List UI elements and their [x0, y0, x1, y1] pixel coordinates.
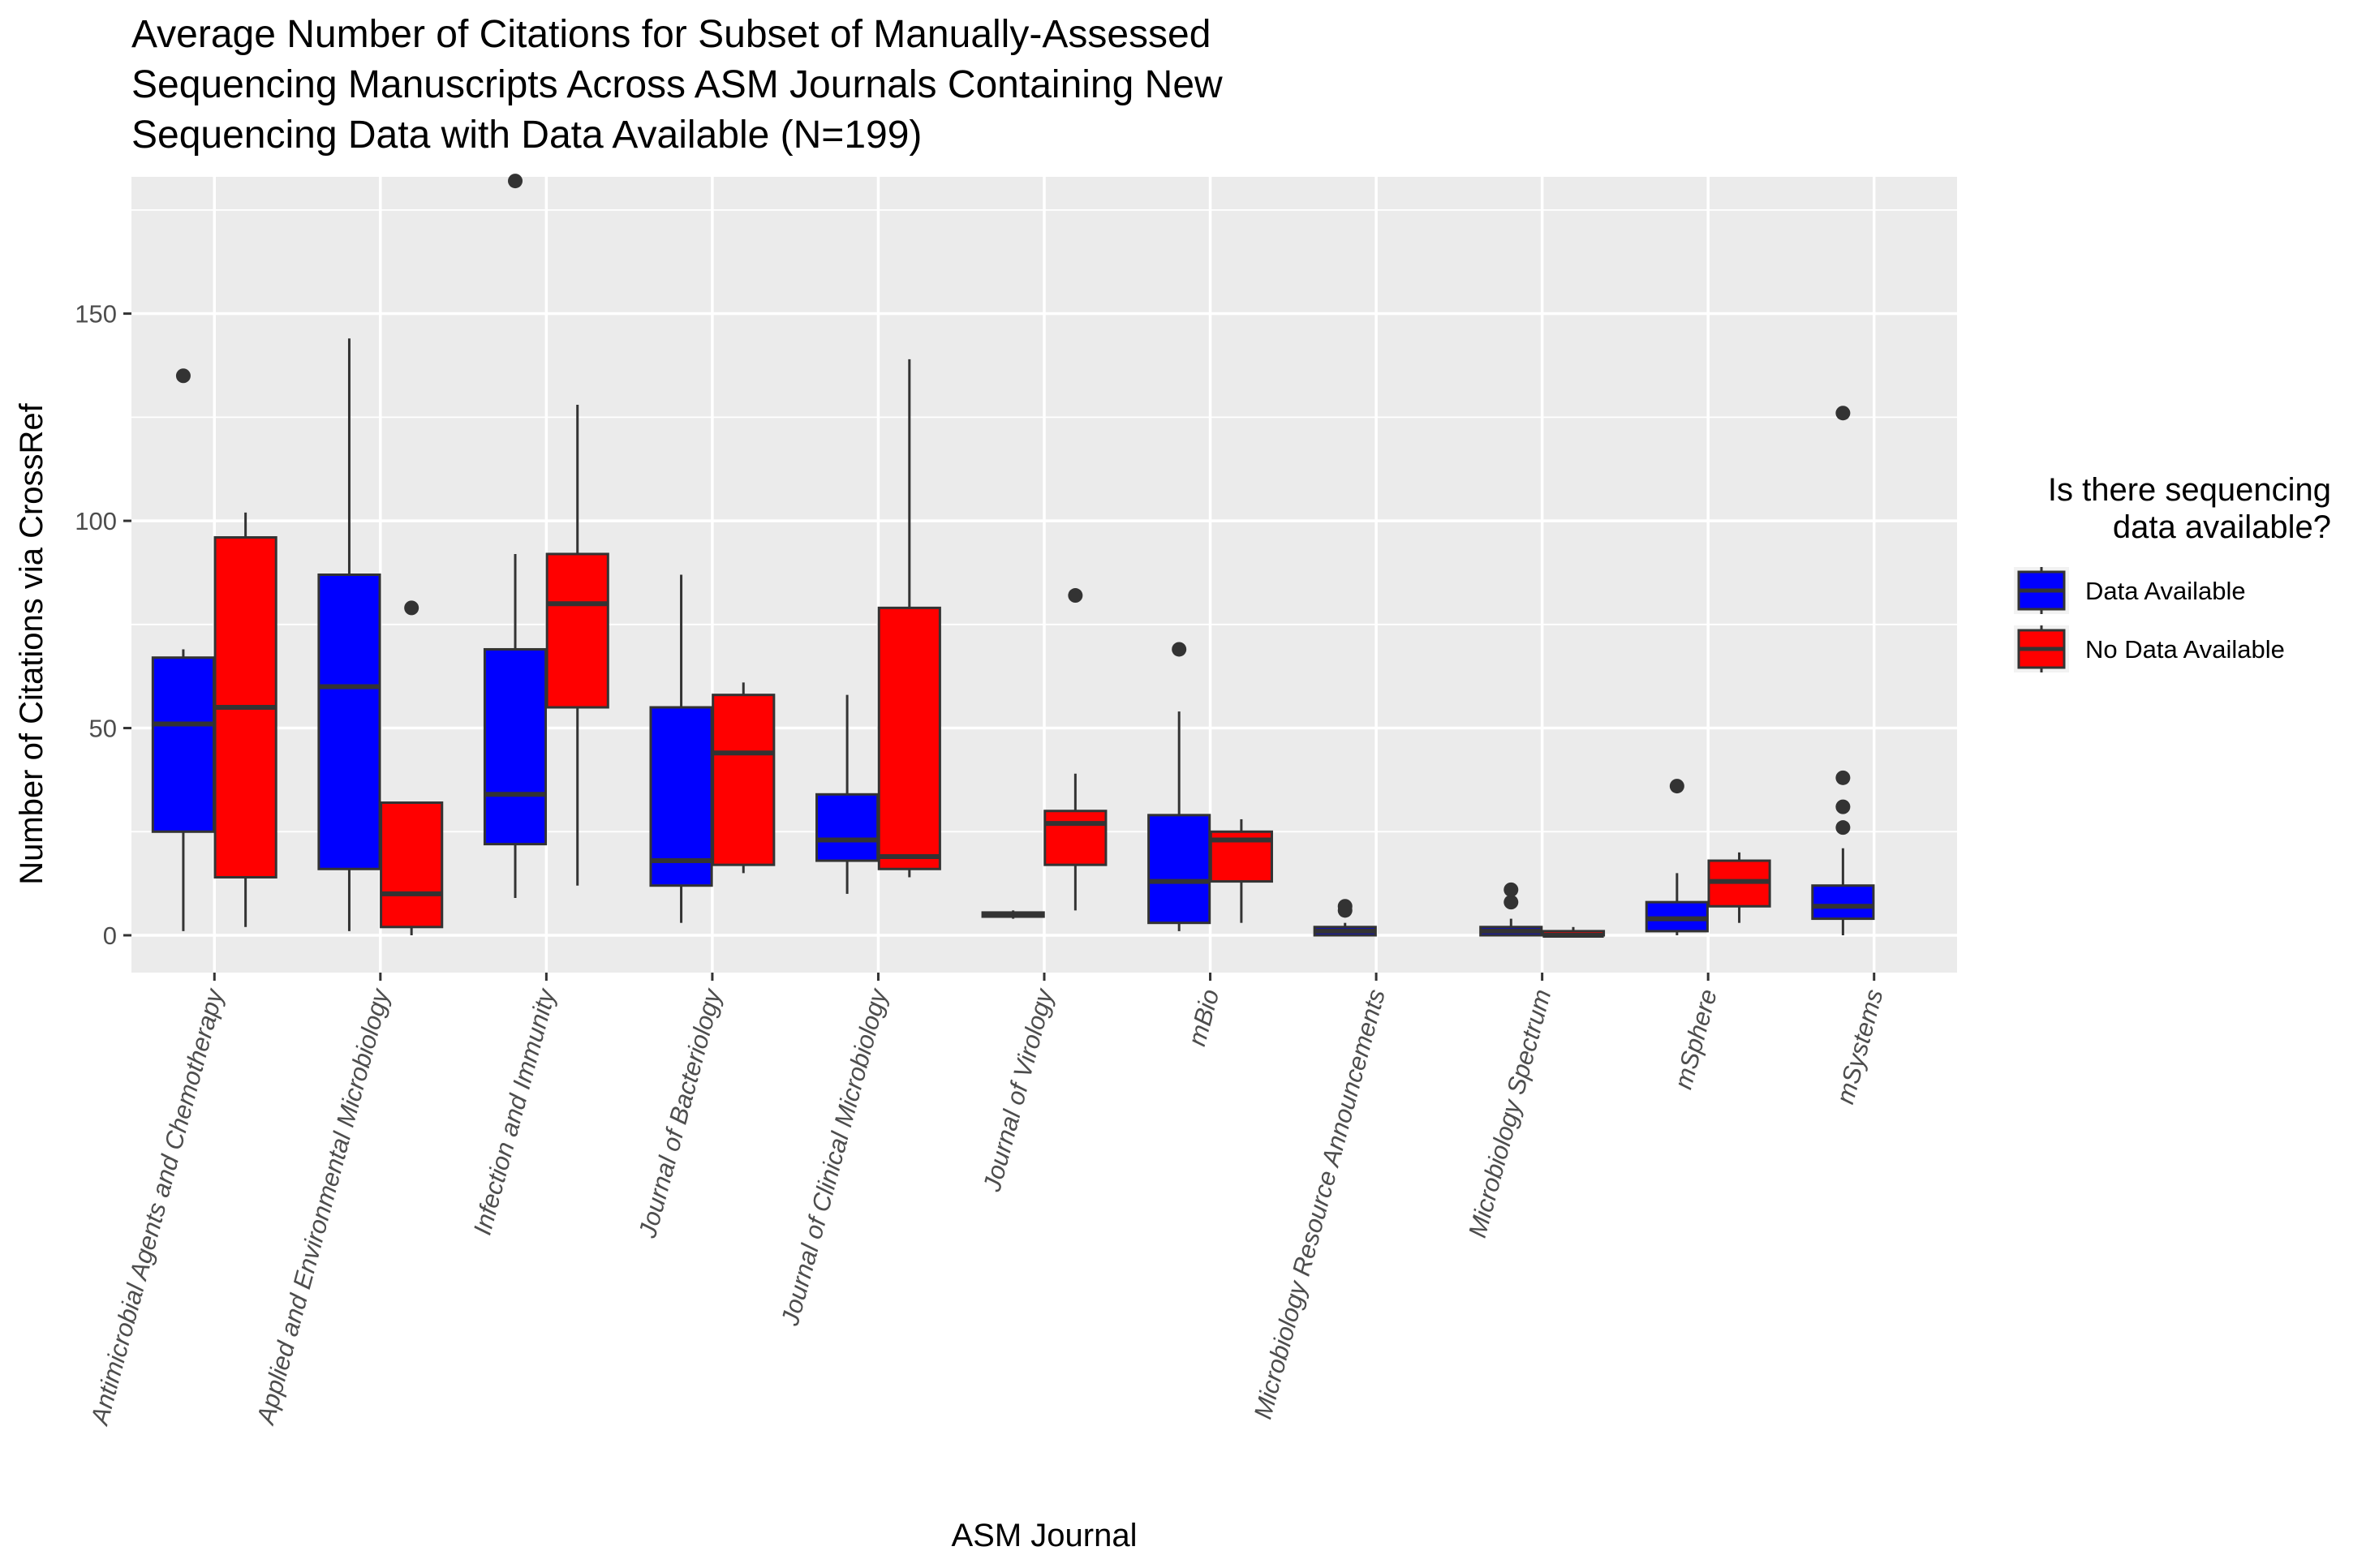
- box: [317, 338, 381, 931]
- box-iqr: [545, 552, 609, 709]
- outlier-point: [175, 368, 191, 384]
- box: [483, 174, 548, 899]
- box: [213, 512, 277, 927]
- x-axis-title: ASM Journal: [952, 1518, 1138, 1553]
- box: [380, 600, 444, 936]
- x-tick-label: Microbiology Spectrum: [1463, 986, 1556, 1241]
- x-tick-label: Infection and Immunity: [468, 984, 561, 1238]
- box-iqr: [815, 793, 880, 862]
- y-axis-title: Number of Citations via CrossRef: [14, 402, 49, 884]
- y-tick-label: 150: [75, 300, 117, 329]
- box-iqr: [1811, 884, 1875, 921]
- outlier-point: [1835, 406, 1851, 421]
- box-iqr: [151, 656, 216, 833]
- box: [1645, 779, 1709, 936]
- box: [545, 405, 609, 886]
- box: [649, 574, 713, 923]
- chart-title-line-2: Sequencing Manuscripts Across ASM Journa…: [131, 63, 1223, 106]
- x-tick-label: Microbiology Resource Announcements: [1249, 986, 1391, 1422]
- legend-label: Data Available: [2085, 577, 2246, 605]
- legend-item-no-data-available: No Data Available: [2014, 625, 2285, 672]
- series-data-available: [151, 174, 1875, 937]
- outlier-point: [1337, 899, 1353, 914]
- box: [1147, 642, 1211, 931]
- box-series: [151, 174, 1875, 939]
- y-tick-label: 0: [103, 921, 117, 950]
- box: [1707, 852, 1771, 923]
- series-no-data-available: [213, 359, 1771, 939]
- box-iqr: [317, 574, 381, 870]
- x-tick-label: mSystems: [1830, 986, 1888, 1107]
- box-iqr: [712, 694, 776, 866]
- chart-title: Average Number of Citations for Subset o…: [131, 13, 1223, 157]
- box: [981, 910, 1045, 919]
- y-axis: 0 50 100 150: [75, 300, 131, 950]
- x-tick-label: Journal of Virology: [977, 984, 1059, 1195]
- outlier-point: [1172, 642, 1187, 657]
- y-tick-label: 50: [89, 715, 117, 743]
- outlier-point: [1669, 779, 1684, 794]
- outlier-point: [1835, 770, 1851, 785]
- box: [712, 682, 776, 874]
- box: [1811, 406, 1875, 936]
- box: [1479, 882, 1543, 937]
- legend-label: No Data Available: [2085, 635, 2285, 664]
- chart-title-line-1: Average Number of Citations for Subset o…: [131, 13, 1211, 56]
- x-tick-label: Journal of Clinical Microbiology: [776, 984, 893, 1329]
- box: [815, 694, 880, 894]
- legend-title-line-2: data available?: [2113, 509, 2331, 545]
- box: [151, 368, 216, 931]
- box: [1541, 926, 1606, 939]
- box-iqr: [1043, 810, 1108, 866]
- box: [1043, 588, 1108, 911]
- box: [1313, 899, 1377, 937]
- y-tick-label: 100: [75, 507, 117, 535]
- box-iqr: [649, 706, 713, 887]
- x-tick-label: Applied and Environmental Microbiology: [251, 984, 395, 1428]
- x-tick-label: mSphere: [1669, 986, 1723, 1093]
- legend-item-data-available: Data Available: [2014, 567, 2246, 614]
- box: [1209, 818, 1273, 923]
- x-axis: Antimicrobial Agents and Chemotherapy App…: [84, 973, 1888, 1429]
- outlier-point: [1503, 895, 1519, 910]
- box-iqr: [1147, 814, 1211, 925]
- legend: Is there sequencing data available? Data…: [2014, 472, 2331, 672]
- box: [877, 359, 941, 878]
- x-tick-label: Journal of Bacteriology: [633, 984, 727, 1241]
- legend-title-line-1: Is there sequencing: [2048, 472, 2331, 508]
- outlier-point: [404, 600, 419, 616]
- chart-title-line-3: Sequencing Data with Data Available (N=1…: [131, 114, 922, 157]
- outlier-point: [508, 174, 523, 189]
- outlier-point: [1835, 820, 1851, 836]
- outlier-point: [1835, 799, 1851, 814]
- outlier-point: [1503, 882, 1519, 897]
- outlier-point: [1068, 588, 1083, 604]
- box-iqr: [483, 647, 548, 846]
- x-tick-label: Antimicrobial Agents and Chemotherapy: [84, 984, 229, 1428]
- box-iqr: [380, 801, 444, 929]
- box-iqr: [877, 606, 941, 870]
- x-tick-label: mBio: [1182, 986, 1224, 1049]
